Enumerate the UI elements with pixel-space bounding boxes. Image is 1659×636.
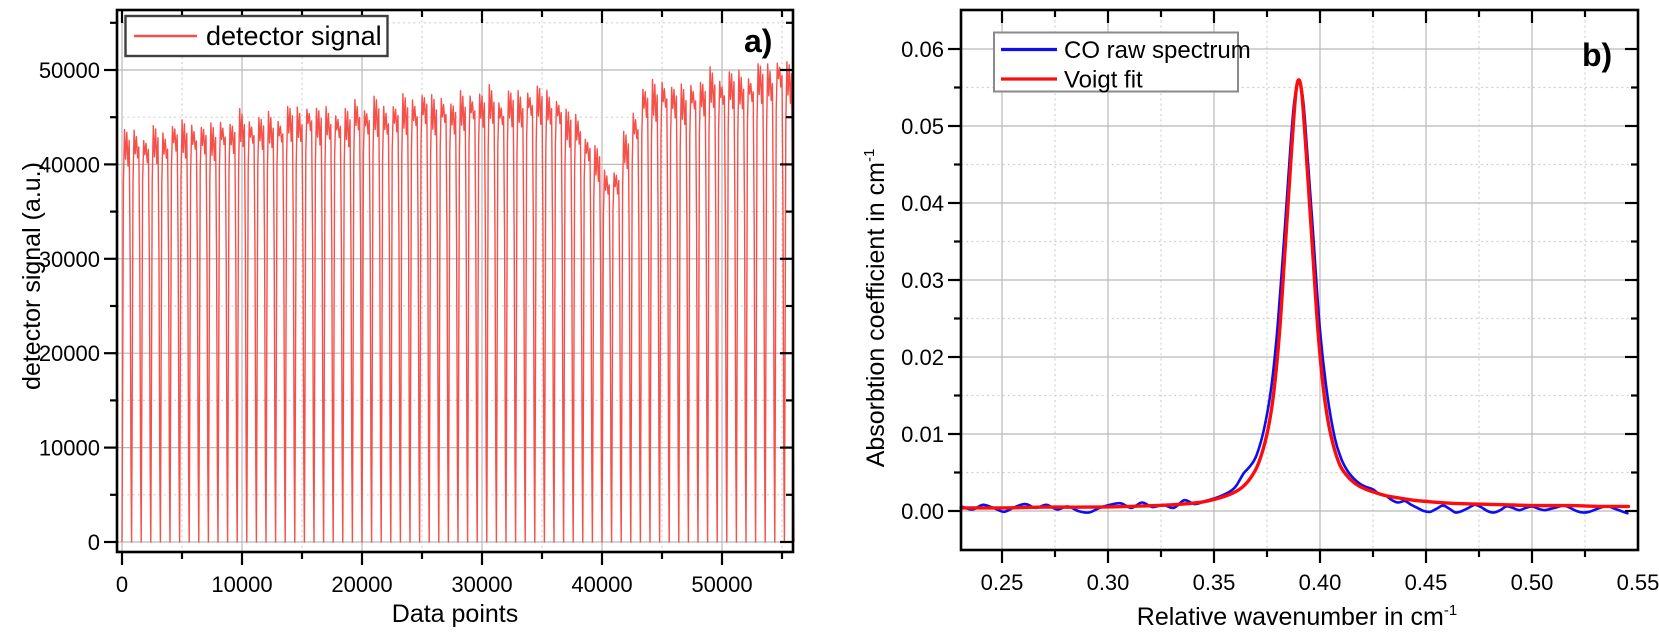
panel-label-a: a) [744, 23, 772, 59]
x-tick-label: 0.35 [1193, 570, 1236, 595]
x-tick-label: 0 [116, 572, 128, 597]
y-tick-label: 0.05 [901, 114, 944, 139]
y-tick-label: 0.04 [901, 191, 944, 216]
series-group-b [959, 78, 1631, 515]
x-tick-label: 10000 [211, 572, 272, 597]
y-axis-title-b-sup: -1 [861, 149, 878, 162]
series-Voigt-fit [959, 78, 1631, 510]
y-tick-label: 0.00 [901, 499, 944, 524]
series-CO-raw-spectrum [959, 81, 1629, 515]
y-tick-label: 0.06 [901, 37, 944, 62]
y-axis-title-b-main: Absorbtion coefficient in cm [862, 162, 890, 467]
x-tick-label: 0.30 [1087, 570, 1130, 595]
axes-b [948, 8, 1640, 563]
x-tick-label: 40000 [571, 572, 632, 597]
legend-b-label-raw: CO raw spectrum [1064, 37, 1251, 64]
y-tick-label: 20000 [39, 341, 100, 366]
y-tick-label: 50000 [39, 58, 100, 83]
x-tick-label: 0.40 [1299, 570, 1342, 595]
y-axis-title-a: detector signal (a.u.) [18, 162, 46, 390]
plot-frame [959, 8, 1640, 552]
tick-labels-a: 0 10000 20000 30000 40000 50000 0 10000 20000 300… [39, 58, 753, 597]
x-tick-label: 0.25 [981, 570, 1024, 595]
x-axis-title-b: Relative wavenumber in cm-1 [1137, 602, 1457, 631]
x-tick-label: 30000 [451, 572, 512, 597]
x-tick-label: 0.50 [1511, 570, 1554, 595]
x-tick-label: 20000 [331, 572, 392, 597]
x-tick-label: 0.45 [1405, 570, 1448, 595]
y-tick-label: 40000 [39, 152, 100, 177]
x-tick-label: 50000 [691, 572, 752, 597]
y-tick-label: 10000 [39, 436, 100, 461]
y-tick-label: 0.03 [901, 268, 944, 293]
y-axis-title-b: Absorbtion coefficient in cm-1 [861, 149, 890, 468]
y-tick-label: 30000 [39, 247, 100, 272]
legend-b-box [993, 31, 1239, 93]
series-group-a [121, 61, 795, 543]
legend-b: CO raw spectrum Voigt fit [993, 31, 1251, 94]
x-axis-title-b-sup: -1 [1444, 602, 1457, 619]
series-detector-signal [121, 61, 795, 543]
y-tick-label: 0.02 [901, 345, 944, 370]
x-axis-title-b-main: Relative wavenumber in cm [1137, 603, 1444, 631]
legend-b-label-fit: Voigt fit [1064, 67, 1143, 94]
x-axis-title-a: Data points [392, 600, 518, 628]
y-tick-label: 0 [88, 530, 100, 555]
legend-a-label: detector signal [206, 21, 382, 51]
tick-labels-b: 0.25 0.30 0.35 0.40 0.45 0.50 0.55 0.00 0.01 0.02… [901, 37, 1659, 595]
plot-frame [115, 8, 795, 554]
x-tick-label: 0.55 [1617, 570, 1659, 595]
legend-a: detector signal [124, 14, 389, 58]
y-tick-label: 0.01 [901, 422, 944, 447]
panel-label-b: b) [1582, 37, 1612, 73]
